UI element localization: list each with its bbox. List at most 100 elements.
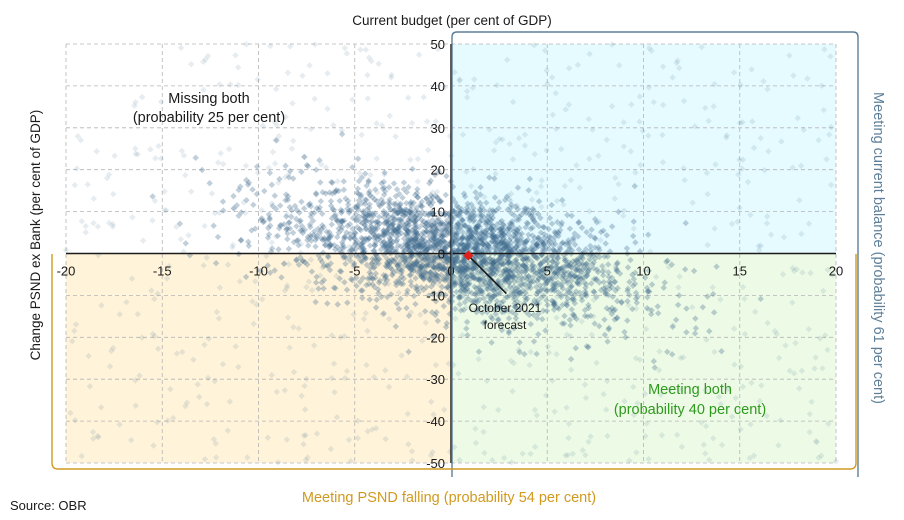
scatter-point bbox=[380, 271, 387, 279]
scatter-point bbox=[536, 261, 544, 269]
scatter-point bbox=[343, 286, 351, 294]
scatter-point bbox=[491, 244, 498, 251]
scatter-point bbox=[466, 217, 474, 224]
scatter-point bbox=[407, 200, 415, 207]
scatter-point bbox=[518, 247, 526, 254]
scatter-point bbox=[72, 321, 80, 328]
scatter-point bbox=[151, 295, 158, 303]
scatter-point bbox=[620, 143, 628, 150]
scatter-point bbox=[332, 211, 339, 219]
scatter-point bbox=[468, 265, 476, 272]
scatter-point bbox=[566, 262, 573, 269]
scatter-point bbox=[411, 218, 419, 225]
scatter-point bbox=[790, 267, 798, 275]
scatter-point bbox=[372, 240, 379, 247]
scatter-point bbox=[494, 242, 501, 249]
scatter-point bbox=[408, 211, 416, 218]
scatter-point bbox=[504, 259, 511, 267]
scatter-point bbox=[402, 231, 410, 238]
scatter-point bbox=[430, 230, 438, 238]
scatter-point bbox=[437, 289, 444, 296]
scatter-point bbox=[334, 301, 341, 308]
scatter-point bbox=[497, 239, 504, 247]
scatter-point bbox=[90, 435, 97, 442]
scatter-point bbox=[511, 300, 518, 307]
scatter-point bbox=[512, 315, 520, 322]
scatter-point bbox=[98, 302, 105, 309]
scatter-point bbox=[483, 284, 491, 292]
scatter-point bbox=[356, 278, 364, 285]
scatter-point bbox=[723, 132, 731, 139]
scatter-point bbox=[370, 247, 377, 255]
scatter-point bbox=[605, 326, 612, 333]
scatter-point bbox=[764, 319, 771, 327]
scatter-point bbox=[471, 283, 478, 290]
scatter-point bbox=[519, 262, 527, 269]
scatter-point bbox=[201, 222, 208, 230]
scatter-point bbox=[393, 279, 400, 286]
scatter-point bbox=[514, 237, 521, 244]
scatter-point bbox=[502, 265, 509, 273]
scatter-point bbox=[304, 454, 311, 461]
scatter-point bbox=[491, 194, 499, 201]
scatter-point bbox=[477, 287, 484, 294]
scatter-point bbox=[533, 269, 540, 277]
scatter-point bbox=[347, 458, 354, 465]
scatter-point bbox=[381, 184, 388, 191]
scatter-point bbox=[469, 265, 477, 272]
scatter-point bbox=[710, 103, 717, 110]
scatter-point bbox=[432, 298, 440, 305]
scatter-point bbox=[576, 267, 583, 275]
scatter-point bbox=[298, 168, 305, 176]
scatter-point bbox=[422, 255, 429, 263]
scatter-point bbox=[429, 209, 437, 217]
scatter-point bbox=[441, 264, 448, 271]
scatter-point bbox=[316, 229, 323, 237]
scatter-point bbox=[487, 281, 494, 288]
scatter-point bbox=[566, 239, 573, 247]
scatter-point bbox=[355, 197, 363, 204]
scatter-point bbox=[384, 241, 392, 248]
scatter-point bbox=[700, 441, 707, 448]
scatter-point bbox=[574, 258, 582, 265]
scatter-point bbox=[358, 131, 365, 139]
scatter-point bbox=[351, 235, 358, 242]
scatter-point bbox=[459, 216, 466, 224]
scatter-point bbox=[405, 211, 413, 219]
scatter-point bbox=[358, 234, 365, 242]
scatter-point bbox=[409, 253, 416, 260]
scatter-point bbox=[680, 164, 687, 172]
scatter-point bbox=[553, 351, 560, 358]
scatter-point bbox=[281, 287, 289, 294]
scatter-point bbox=[500, 260, 507, 268]
scatter-point bbox=[557, 221, 565, 229]
scatter-point bbox=[390, 257, 397, 265]
scatter-point bbox=[478, 229, 485, 237]
scatter-point bbox=[406, 214, 414, 222]
scatter-point bbox=[739, 383, 747, 390]
scatter-point bbox=[497, 219, 504, 226]
scatter-point bbox=[383, 259, 391, 266]
scatter-point bbox=[485, 280, 492, 287]
scatter-point bbox=[414, 208, 422, 216]
scatter-point bbox=[264, 434, 272, 441]
scatter-point bbox=[393, 260, 400, 268]
scatter-point bbox=[312, 236, 319, 244]
scatter-point bbox=[415, 263, 423, 270]
scatter-point bbox=[540, 241, 548, 249]
scatter-point bbox=[478, 288, 486, 295]
scatter-point bbox=[430, 264, 438, 271]
scatter-point bbox=[488, 261, 495, 268]
scatter-point bbox=[411, 229, 419, 237]
scatter-point bbox=[432, 361, 440, 369]
scatter-point bbox=[443, 284, 451, 291]
scatter-point bbox=[536, 272, 544, 279]
scatter-point bbox=[578, 224, 586, 231]
x-axis-title: Current budget (per cent of GDP) bbox=[352, 13, 552, 28]
scatter-point bbox=[178, 147, 186, 155]
scatter-point bbox=[481, 214, 488, 221]
scatter-point bbox=[435, 168, 442, 176]
scatter-point bbox=[352, 246, 359, 253]
scatter-point bbox=[611, 306, 619, 314]
scatter-point bbox=[544, 301, 551, 309]
